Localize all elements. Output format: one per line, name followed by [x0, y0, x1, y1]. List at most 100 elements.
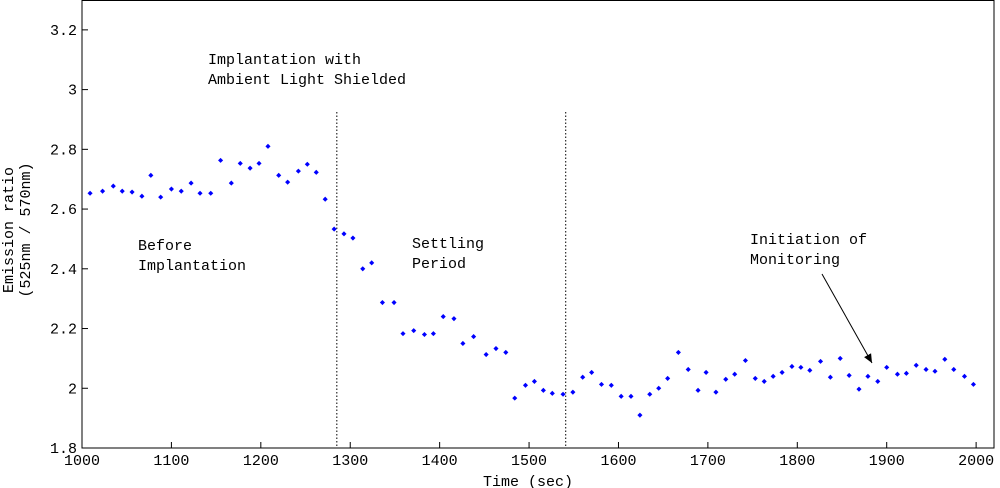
y-axis-label: Emission ratio	[1, 167, 18, 293]
data-point	[589, 369, 595, 375]
data-point	[158, 194, 164, 200]
data-point	[779, 369, 785, 375]
x-tick-label: 1000	[64, 453, 100, 470]
data-point	[913, 362, 919, 368]
data-point	[341, 231, 347, 237]
data-point	[531, 378, 537, 384]
data-point	[846, 372, 852, 378]
x-tick-label: 2000	[958, 453, 994, 470]
annotation: Period	[412, 256, 466, 273]
data-point	[961, 373, 968, 379]
x-tick-label: 1100	[153, 453, 189, 470]
y-tick-label: 2	[68, 381, 77, 398]
data-point	[411, 328, 417, 334]
data-point	[129, 189, 135, 195]
data-point	[304, 161, 310, 167]
data-point	[188, 180, 194, 186]
annotation-arrow	[821, 273, 873, 364]
data-point	[237, 160, 243, 166]
data-point	[256, 160, 262, 166]
data-point	[197, 190, 203, 196]
data-point	[379, 300, 385, 306]
annotation: Ambient Light Shielded	[208, 72, 406, 89]
data-point	[647, 391, 653, 397]
y-tick-label: 2.8	[50, 142, 77, 159]
data-point	[139, 193, 145, 199]
data-point	[313, 169, 319, 175]
data-point	[894, 371, 900, 377]
data-point	[276, 172, 282, 178]
y-tick-label: 1.8	[50, 441, 77, 458]
data-point	[875, 378, 881, 384]
data-point	[285, 179, 291, 185]
x-tick-label: 1800	[779, 453, 815, 470]
data-point	[970, 381, 976, 387]
data-point	[369, 260, 375, 266]
data-point	[665, 375, 671, 381]
data-point	[752, 375, 758, 381]
data-point	[837, 355, 843, 361]
data-point	[208, 190, 214, 196]
y-tick-label: 3.2	[50, 23, 77, 40]
data-point	[178, 188, 184, 194]
data-point	[742, 357, 748, 364]
data-point	[817, 358, 824, 364]
data-point	[549, 390, 555, 396]
data-point	[522, 382, 529, 388]
annotation: Before	[138, 238, 192, 255]
data-point	[218, 157, 224, 163]
data-point	[789, 363, 795, 370]
annotation: Implantation with	[208, 52, 361, 69]
data-point	[856, 386, 862, 392]
annotation: Implantation	[138, 258, 246, 275]
y-tick-label: 3	[68, 83, 77, 100]
plot-frame	[81, 0, 995, 449]
data-point	[761, 378, 767, 384]
data-point	[360, 266, 366, 272]
data-point	[807, 367, 813, 373]
data-point	[798, 364, 804, 370]
data-point	[119, 188, 125, 194]
data-point	[608, 382, 614, 388]
data-point	[228, 180, 234, 186]
data-point	[723, 376, 729, 382]
data-point	[923, 366, 929, 372]
data-point	[865, 373, 871, 379]
data-point	[247, 165, 253, 171]
x-tick-label: 1200	[243, 453, 279, 470]
data-point	[598, 381, 605, 387]
data-point	[483, 351, 489, 358]
data-point	[168, 186, 174, 192]
data-point	[471, 334, 477, 340]
y-tick-label: 2.6	[50, 202, 77, 219]
data-point	[493, 345, 499, 352]
data-point	[110, 183, 116, 189]
data-point	[421, 331, 427, 338]
x-tick-label: 1600	[600, 453, 636, 470]
x-tick-label: 1400	[422, 453, 458, 470]
data-point	[713, 389, 719, 395]
y-axis-label: (525nm / 570nm)	[18, 162, 35, 297]
data-point	[391, 300, 397, 306]
x-axis-label: Time (sec)	[483, 474, 573, 488]
data-point	[685, 366, 691, 372]
data-point	[331, 226, 337, 232]
data-point	[295, 168, 301, 174]
data-point	[100, 188, 106, 194]
data-point	[265, 143, 271, 149]
data-point	[350, 235, 356, 241]
data-point	[540, 387, 546, 393]
data-point	[460, 340, 466, 347]
data-point	[637, 412, 643, 418]
data-point	[503, 349, 509, 355]
data-point	[656, 385, 662, 391]
x-tick-label: 1900	[869, 453, 905, 470]
data-point	[732, 371, 738, 377]
data-point	[400, 331, 406, 337]
x-tick-label: 1300	[332, 453, 368, 470]
data-point	[430, 331, 436, 337]
data-point	[942, 356, 948, 362]
data-point	[322, 196, 328, 202]
